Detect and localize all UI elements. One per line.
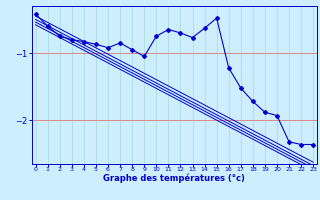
X-axis label: Graphe des températures (°c): Graphe des températures (°c) [103,174,245,183]
